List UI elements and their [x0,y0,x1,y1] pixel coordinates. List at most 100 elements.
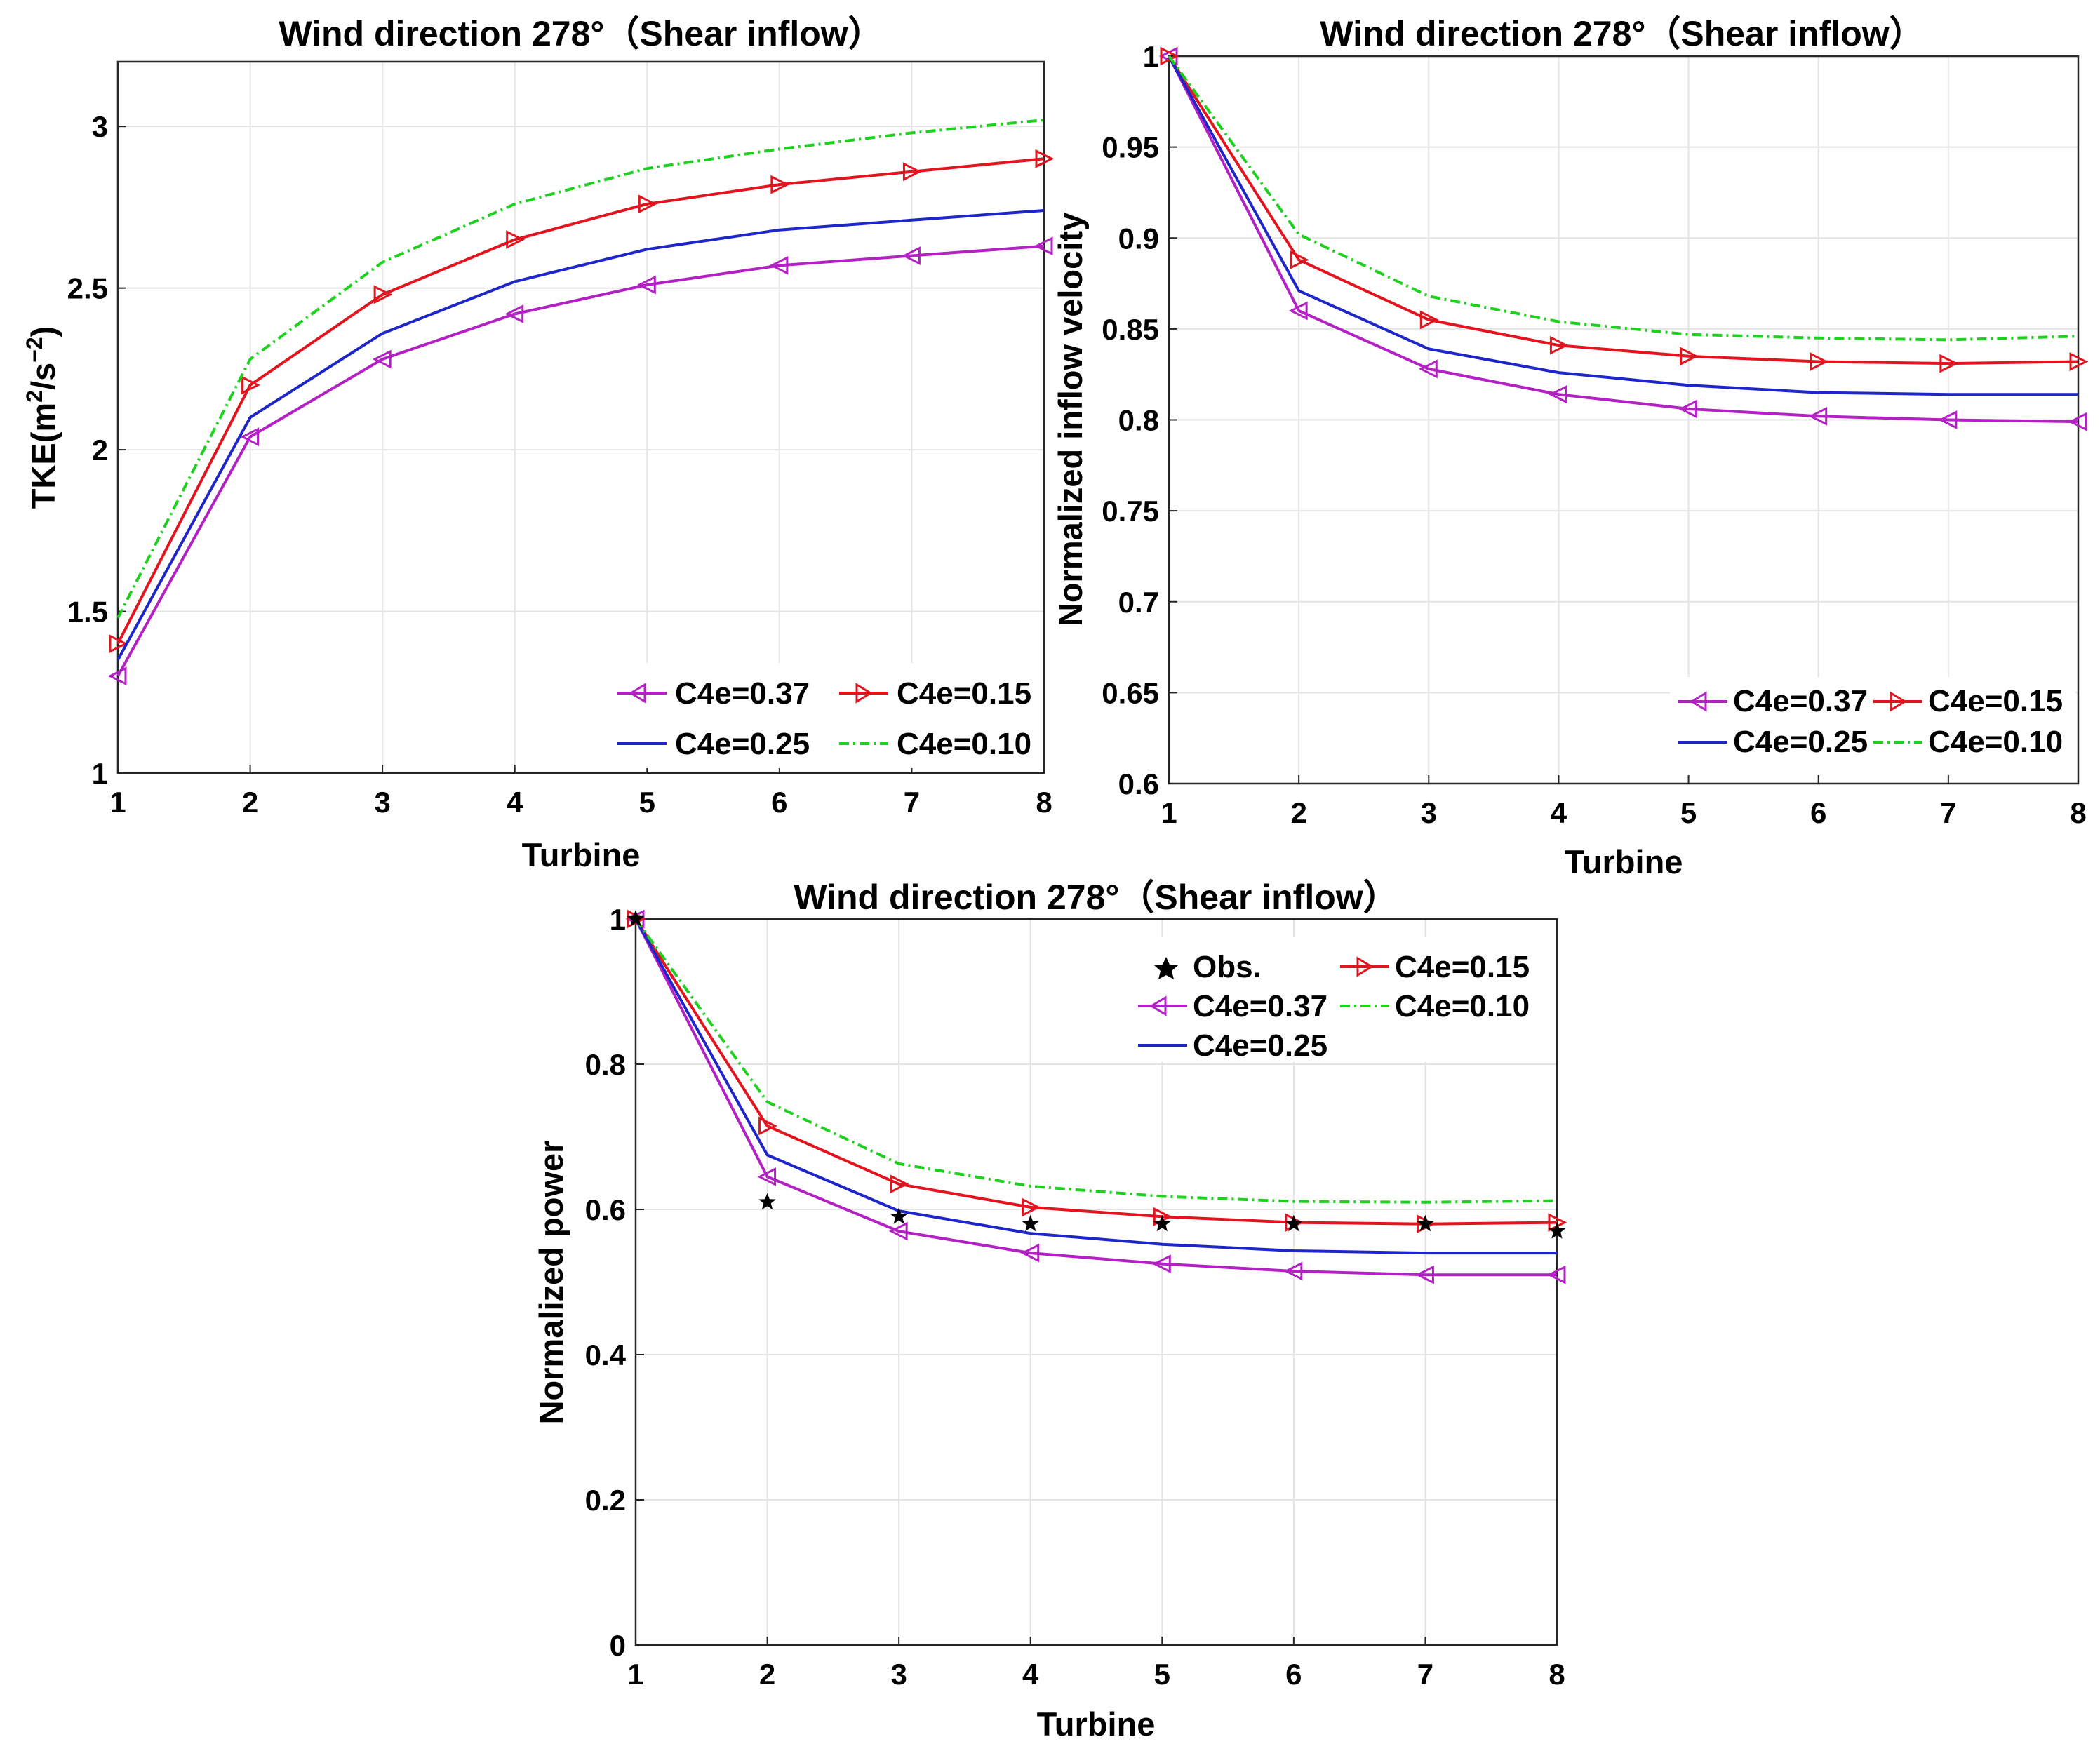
x-tick-label: 2 [1290,796,1306,829]
tke-series-c4e-0.10 [116,119,1045,619]
data-point-marker [1020,1243,1040,1263]
x-tick-label: 5 [1154,1658,1170,1691]
y-tick-label: 1 [610,903,626,936]
observation-star [627,910,645,927]
inflow-y-axis-label: Normalized inflow velocity [1052,213,1089,626]
tke-chart: 1 2 3 4 5 6 7 8 1 1.5 2 2.5 3 Wind direction 278°（Sh… [22,14,1055,873]
svg-text:C4e=0.37: C4e=0.37 [675,676,810,711]
x-tick-label: 5 [1680,796,1697,829]
series-line [1168,55,2078,396]
series-line [1168,55,2079,365]
data-point-marker [1160,46,1179,66]
data-point-marker [2068,412,2087,431]
legend-entry-c4e-0.10: C4e=0.10 [1340,989,1530,1024]
data-point-marker [1035,149,1055,168]
data-point-marker [241,375,260,395]
x-tick-label: 1 [1161,796,1177,829]
legend-entry-c4e-0.15: C4e=0.15 [1873,684,2063,718]
data-point-marker [1938,410,1958,429]
inflow-velocity-chart: 1 2 3 4 5 6 7 8 0.6 0.65 0.7 0.75 0.8 0.85 0.9 0.95 1 Wi… [1052,14,2089,880]
data-point-marker [890,1174,909,1194]
data-point-marker [758,1116,777,1136]
legend-entry-c4e-0.25: C4e=0.25 [617,727,810,761]
tke-chart-title: Wind direction 278°（Shear inflow） [279,14,883,53]
data-point-marker [2069,352,2089,371]
y-tick-label: 0.95 [1102,131,1159,164]
x-tick-label: 2 [759,1658,775,1691]
svg-text:Obs.: Obs. [1193,950,1262,984]
data-point-marker [902,246,921,265]
x-tick-label: 4 [1551,796,1567,829]
tke-x-axis-label: Turbine [522,836,641,873]
series-line [1168,55,2079,424]
data-point-marker [109,634,128,654]
svg-text:C4e=0.15: C4e=0.15 [1395,950,1530,984]
observation-star [1153,1214,1171,1232]
data-point-marker [902,162,922,182]
data-point-marker [1415,1265,1434,1284]
data-point-marker [769,255,789,275]
series-line [634,918,1558,1226]
inflow-series-c4e-0.10 [1168,55,2079,342]
x-tick-label: 3 [374,786,390,819]
tke-plot-frame [116,60,1045,774]
tke-series-c4e-0.15 [109,149,1055,654]
legend-entry-c4e-0.25: C4e=0.25 [1678,725,1868,759]
x-tick-label: 6 [771,786,787,819]
data-point-marker [504,304,524,323]
y-tick-label: 0.65 [1102,676,1159,709]
inflow-legend: C4e=0.37 C4e=0.15 C4e=0.25 C4e=0.10 [1670,677,2075,775]
data-point-marker [636,275,656,295]
series-line [634,918,1557,1255]
svg-text:C4e=0.37: C4e=0.37 [1193,989,1327,1024]
power-series-c4e-0.10 [634,918,1558,1204]
data-point-marker [1288,301,1308,321]
y-tick-label: 0.4 [585,1338,627,1371]
series-line [116,209,1045,661]
tke-legend: C4e=0.37 C4e=0.15 C4e=0.25 C4e=0.10 [603,663,1041,768]
data-point-marker [1034,236,1053,256]
data-point-marker [1151,1254,1171,1274]
power-observations [627,910,1566,1239]
observation-star [1417,1214,1434,1232]
data-point-marker [1418,359,1438,379]
series-line [116,119,1045,619]
x-tick-label: 7 [1940,796,1956,829]
legend-entry-c4e-0.10: C4e=0.10 [839,727,1031,761]
svg-text:C4e=0.10: C4e=0.10 [1928,725,2063,759]
data-point-marker [888,1221,908,1241]
data-point-marker [372,349,392,369]
inflow-series-c4e-0.15 [1160,46,2089,373]
svg-text:C4e=0.10: C4e=0.10 [897,727,1031,761]
data-point-marker [107,666,127,686]
power-chart: 1 2 3 4 5 6 7 8 0 0.2 0.4 0.6 0.8 1 Wind direction 27… [533,878,1567,1743]
y-tick-label: 0 [610,1629,626,1662]
data-point-marker [1546,1265,1566,1284]
x-tick-label: 8 [2070,796,2086,829]
data-point-marker [1419,310,1439,330]
data-point-marker [1678,399,1698,419]
series-line [1168,55,2079,342]
y-tick-label: 1 [1143,40,1159,73]
legend-entry-obs: Obs. [1154,950,1262,984]
svg-text:C4e=0.25: C4e=0.25 [675,727,810,761]
power-plot-frame [634,918,1558,1646]
series-line [634,918,1558,1204]
legend-entry-c4e-0.37: C4e=0.37 [1678,684,1868,718]
y-tick-label: 0.7 [1118,586,1159,619]
x-tick-label: 8 [1549,1658,1565,1691]
data-point-marker [1939,354,1959,373]
y-tick-label: 2 [92,434,108,467]
svg-text:C4e=0.15: C4e=0.15 [897,676,1031,711]
legend-entry-c4e-0.15: C4e=0.15 [1340,950,1530,984]
power-legend: Obs. C4e=0.15 C4e=0.37 C4e=0.10 C4e=0.25 [1125,937,1552,1063]
legend-entry-c4e-0.15: C4e=0.15 [839,676,1031,711]
observation-star [1548,1222,1566,1239]
power-series-c4e-0.15 [627,909,1567,1234]
data-point-marker [506,230,526,249]
svg-text:C4e=0.25: C4e=0.25 [1733,725,1868,759]
x-tick-label: 6 [1285,1658,1302,1691]
x-tick-label: 1 [627,1658,643,1691]
y-tick-label: 0.75 [1102,495,1159,528]
